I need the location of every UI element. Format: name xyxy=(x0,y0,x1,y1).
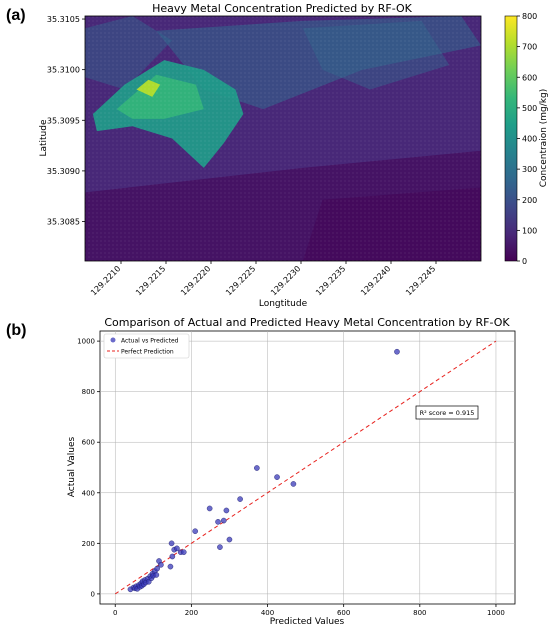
heatmap-y-tick-label: 35.3100 xyxy=(47,66,80,75)
heatmap-x-axis-label: Longtitude xyxy=(259,299,308,309)
heatmap-y-axis-label: Latitude xyxy=(39,119,49,157)
heatmap-x-tick-label: 129.2220 xyxy=(179,264,212,297)
panel-a: (a) Heavy Metal Concentration Predicted … xyxy=(6,2,549,309)
scatter-y-axis-label: Actual Values xyxy=(67,436,77,497)
scatter-grid xyxy=(100,331,515,604)
panel-a-label: (a) xyxy=(6,7,26,24)
heatmap-frame xyxy=(84,15,482,262)
colorbar-tick-label: 400 xyxy=(522,135,537,144)
scatter-point xyxy=(174,545,180,552)
heatmap-plot-area xyxy=(84,15,482,262)
scatter-x-tick-label: 600 xyxy=(337,609,350,617)
scatter-y-tick-label: 200 xyxy=(82,540,95,548)
r2-score-text: R² score = 0.915 xyxy=(420,409,475,417)
heatmap-x-tick-label: 129.2235 xyxy=(314,264,347,297)
heatmap-x-tick-label: 129.2240 xyxy=(359,264,392,297)
scatter-point xyxy=(237,496,243,502)
scatter-x-tick-label: 200 xyxy=(185,609,198,617)
colorbar-tick-label: 0 xyxy=(522,257,527,266)
scatter-point xyxy=(215,519,221,525)
scatter-point xyxy=(226,536,233,543)
scatter-legend: Actual vs Predicted Perfect Prediction xyxy=(103,333,190,359)
scatter-points xyxy=(127,348,400,593)
heatmap-y-ticks: 35.3085 35.3090 35.3095 35.3100 35.3105 xyxy=(47,15,85,227)
scatter-point xyxy=(290,481,297,487)
colorbar-tick-label: 500 xyxy=(522,104,537,113)
scatter-point xyxy=(394,348,400,355)
legend-entry-line: Perfect Prediction xyxy=(121,349,174,356)
legend-entry-points: Actual vs Predicted xyxy=(121,338,179,345)
heatmap-y-tick-label: 35.3095 xyxy=(47,116,80,125)
scatter-point xyxy=(254,465,260,471)
scatter-x-tick-label: 0 xyxy=(113,609,117,617)
scatter-point xyxy=(274,474,280,480)
scatter-y-ticks: 0 200 400 600 800 1000 xyxy=(77,338,100,598)
legend-box xyxy=(103,333,190,359)
scatter-point xyxy=(192,528,198,535)
scatter-point xyxy=(169,553,176,560)
colorbar: 0 100 200 300 400 500 600 700 800 Concentraion (… xyxy=(504,12,549,266)
scatter-point xyxy=(167,563,174,570)
colorbar-tick-label: 700 xyxy=(522,43,537,52)
scatter-y-tick-label: 1000 xyxy=(77,338,95,346)
perfect-prediction-line xyxy=(114,340,497,595)
colorbar-tick-label: 200 xyxy=(522,196,537,205)
colorbar-tick-label: 100 xyxy=(522,226,537,235)
scatter-x-tick-label: 400 xyxy=(261,609,274,617)
scatter-point xyxy=(206,505,213,512)
heatmap-x-tick-label: 129.2225 xyxy=(224,264,257,297)
heatmap-texture xyxy=(85,16,481,261)
heatmap-y-tick-label: 35.3105 xyxy=(47,15,80,24)
colorbar-ticks: 0 100 200 300 400 500 600 700 800 xyxy=(517,12,537,266)
heatmap-y-tick-label: 35.3090 xyxy=(47,167,80,176)
colorbar-tick-label: 600 xyxy=(522,73,537,82)
heatmap-y-tick-label: 35.3085 xyxy=(47,218,80,227)
scatter-title: Comparison of Actual and Predicted Heavy… xyxy=(104,316,510,329)
heatmap-x-tick-label: 129.2230 xyxy=(269,264,302,297)
colorbar-gradient xyxy=(504,15,518,262)
scatter-point xyxy=(180,549,187,555)
scatter-y-tick-label: 0 xyxy=(91,590,95,598)
scatter-x-tick-label: 800 xyxy=(413,609,426,617)
scatter-y-tick-label: 600 xyxy=(82,439,95,447)
scatter-y-tick-label: 400 xyxy=(82,489,95,497)
scatter-point xyxy=(223,507,230,514)
scatter-point xyxy=(217,544,223,550)
scatter-point xyxy=(154,565,160,572)
heatmap-x-tick-label: 129.2215 xyxy=(134,264,167,297)
scatter-y-tick-label: 800 xyxy=(82,388,95,396)
scatter-x-tick-label: 1000 xyxy=(487,609,505,617)
scatter-x-axis-label: Predicted Values xyxy=(270,617,345,627)
scatter-x-ticks: 0 200 400 600 800 1000 xyxy=(113,604,505,617)
colorbar-label: Concentraion (mg/kg) xyxy=(539,89,549,187)
scatter-point xyxy=(220,517,227,524)
heatmap-title: Heavy Metal Concentration Predicted by R… xyxy=(152,2,413,15)
scatter-point xyxy=(158,562,164,568)
scatter-point xyxy=(153,572,160,578)
heatmap-x-tick-label: 129.2210 xyxy=(89,264,122,297)
heatmap-x-tick-label: 129.2245 xyxy=(404,264,437,297)
annotation-box xyxy=(415,405,479,420)
heatmap-x-ticks: 129.2210 129.2215 129.2220 129.2225 129.2230… xyxy=(89,261,437,297)
colorbar-tick-label: 800 xyxy=(522,12,537,21)
scatter-point xyxy=(168,540,175,547)
panel-b-label: (b) xyxy=(6,322,26,339)
r2-annotation: R² score = 0.915 xyxy=(415,405,479,420)
colorbar-tick-label: 300 xyxy=(522,165,537,174)
panel-b: (b) Comparison of Actual and Predicted H… xyxy=(6,316,516,627)
legend-marker-points xyxy=(110,337,116,343)
